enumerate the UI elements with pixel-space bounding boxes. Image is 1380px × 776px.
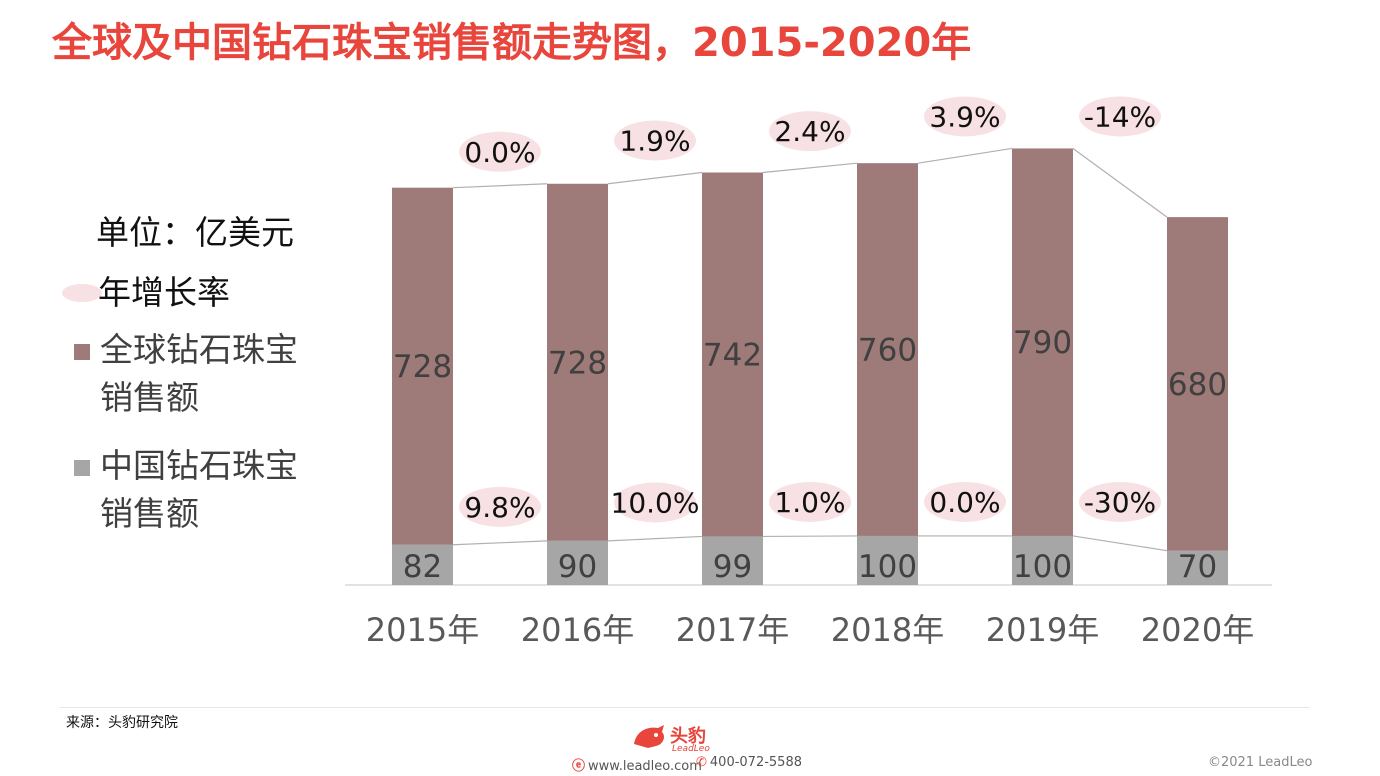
growth-global-label: 0.0% <box>464 136 535 169</box>
growth-global-bubble <box>769 111 851 152</box>
value-label-china: 82 <box>403 549 442 585</box>
legend-item-china: 中国钻石珠宝 销售额 <box>70 442 298 538</box>
value-label-global: 728 <box>393 349 452 385</box>
website-link[interactable]: ⓔ www.leadleo.com <box>572 755 702 774</box>
growth-china-label: -30% <box>1084 486 1156 519</box>
bar-china <box>392 544 453 585</box>
x-tick-label: 2020年 <box>1141 611 1254 649</box>
connector-line-global <box>762 162 858 174</box>
growth-global-bubble <box>459 131 541 172</box>
e-icon: ⓔ <box>572 759 586 774</box>
growth-china-label: 9.8% <box>464 491 535 524</box>
growth-legend-label: 年增长率 <box>98 273 230 312</box>
chart-title: 全球及中国钻石珠宝销售额走势图，2015-2020年 <box>52 20 972 66</box>
growth-global-bubble <box>924 96 1006 137</box>
value-label-global: 728 <box>548 345 607 381</box>
phone-text: 400-072-5588 <box>709 755 802 770</box>
value-label-global: 760 <box>858 333 917 369</box>
bar-global <box>547 183 608 541</box>
source-note: 来源：头豹研究院 <box>66 715 178 731</box>
value-label-global: 790 <box>1013 325 1072 361</box>
bar-global <box>702 172 763 537</box>
legend-label-china-1: 中国钻石珠宝 <box>100 446 298 485</box>
legend-label-global-2: 销售额 <box>100 378 199 417</box>
bar-global <box>1167 217 1228 551</box>
growth-global-label: -14% <box>1084 100 1156 133</box>
logo-icon <box>634 725 664 748</box>
x-tick-label: 2018年 <box>831 611 944 649</box>
copyright: ©2021 LeadLeo <box>1208 755 1313 770</box>
value-label-china: 70 <box>1178 549 1217 585</box>
value-label-global: 742 <box>703 337 762 373</box>
phone-contact: ✆ 400-072-5588 <box>696 755 802 770</box>
growth-global-label: 3.9% <box>929 100 1000 133</box>
connector-line-global <box>917 147 1013 164</box>
x-tick-label: 2019年 <box>986 611 1099 649</box>
bar-global <box>392 187 453 545</box>
growth-china-label: 10.0% <box>611 486 700 519</box>
website-text: www.leadleo.com <box>588 759 702 774</box>
growth-china-label: 1.0% <box>774 486 845 519</box>
bar-global <box>1012 148 1073 536</box>
value-label-china: 90 <box>558 549 597 585</box>
value-label-china: 99 <box>713 549 752 585</box>
growth-china-bubble <box>924 481 1006 522</box>
x-tick-label: 2017年 <box>676 611 789 649</box>
growth-global-label: 1.9% <box>619 124 690 157</box>
connector-line-china <box>1072 535 1168 552</box>
x-tick-label: 2016年 <box>521 611 634 649</box>
growth-china-bubble <box>769 481 851 522</box>
connector-line-china <box>452 540 548 546</box>
logo-text: 头豹 <box>670 726 706 747</box>
logo-subtext: LeadLeo <box>672 744 710 754</box>
growth-global-bubble <box>614 120 696 161</box>
growth-china-bubble <box>459 486 541 527</box>
connector-line-global <box>607 171 703 185</box>
growth-china-bubble <box>614 482 696 523</box>
connector-line-global <box>452 183 548 189</box>
legend-swatch-china <box>74 460 90 476</box>
phone-icon: ✆ <box>696 755 707 770</box>
bar-china <box>1167 550 1228 585</box>
growth-global-bubble <box>1079 96 1161 137</box>
bar-global <box>857 163 918 536</box>
bar-china <box>1012 535 1073 585</box>
connector-line-global <box>1072 147 1168 218</box>
connector-line-china <box>607 535 703 542</box>
value-label-china: 100 <box>858 549 917 585</box>
legend-label-china-2: 销售额 <box>100 494 199 533</box>
legend-swatch-global <box>74 344 90 360</box>
legend-item-global: 全球钻石珠宝 销售额 <box>70 326 298 422</box>
unit-label: 单位：亿美元 <box>96 213 294 252</box>
value-label-global: 680 <box>1168 367 1227 403</box>
growth-legend-marker <box>62 284 102 302</box>
growth-china-label: 0.0% <box>929 486 1000 519</box>
value-label-china: 100 <box>1013 549 1072 585</box>
growth-china-bubble <box>1079 481 1161 522</box>
bar-china <box>702 536 763 585</box>
stacked-bar-chart: 82 728 2015年 90 728 2016年 99 742 2017年 100 760 2018… <box>345 96 1272 649</box>
bar-china <box>857 535 918 585</box>
x-tick-label: 2015年 <box>366 611 479 649</box>
footer-divider <box>60 707 1310 708</box>
legend-label-global-1: 全球钻石珠宝 <box>100 330 298 369</box>
bar-china <box>547 540 608 585</box>
growth-global-label: 2.4% <box>774 115 845 148</box>
